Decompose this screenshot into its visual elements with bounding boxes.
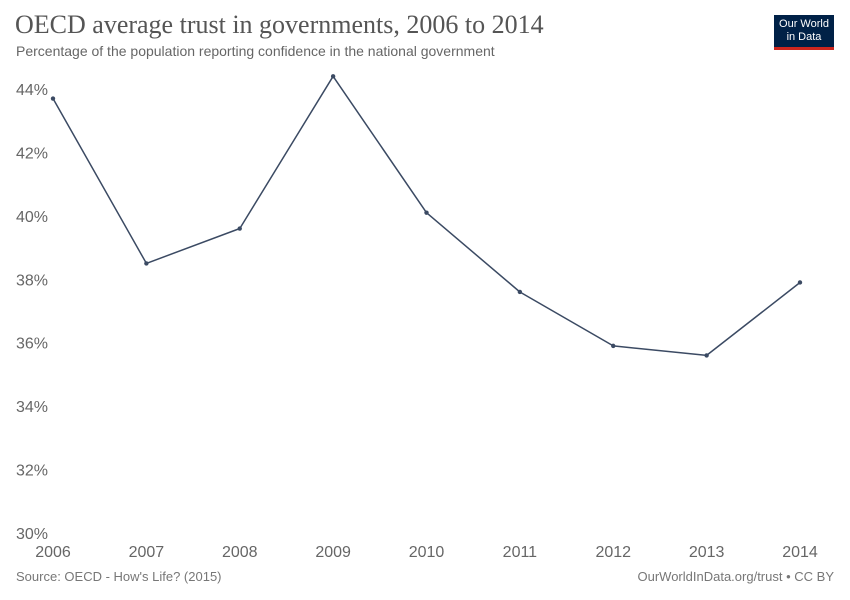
data-point[interactable] — [517, 289, 523, 295]
data-point[interactable] — [424, 210, 429, 215]
x-tick-label: 2006 — [35, 544, 71, 561]
y-tick-label: 40% — [16, 209, 48, 226]
data-point[interactable] — [330, 74, 336, 79]
license-link[interactable]: OurWorldInData.org/trust • CC BY — [637, 569, 835, 584]
x-tick-label: 2013 — [689, 544, 725, 561]
y-tick-label: 30% — [16, 526, 48, 543]
logo-line-2: in Data — [786, 31, 822, 43]
y-axis-ticks: 30% 32% 34% 36% 38% 40% 42% 44% — [16, 82, 48, 543]
x-tick-label: 2010 — [409, 544, 445, 561]
x-tick-label: 2009 — [315, 544, 351, 561]
x-tick-label: 2014 — [782, 544, 818, 561]
data-point[interactable] — [50, 96, 56, 101]
y-tick-label: 34% — [16, 399, 48, 416]
series-layer — [50, 74, 803, 358]
data-point[interactable] — [797, 280, 803, 285]
source-note: Source: OECD - How's Life? (2015) — [16, 569, 222, 584]
chart-subtitle: Percentage of the population reporting c… — [16, 43, 495, 59]
owid-logo[interactable]: Our World in Data — [774, 15, 834, 50]
x-tick-label: 2011 — [503, 544, 538, 561]
logo-line-1: Our World — [779, 18, 829, 30]
data-point[interactable] — [704, 353, 709, 358]
x-tick-label: 2012 — [595, 544, 631, 561]
x-axis-ticks: 2006 2007 2008 2009 2010 2011 2012 2013 2014 — [35, 544, 818, 561]
x-tick-label: 2007 — [129, 544, 165, 561]
y-tick-label: 38% — [16, 272, 48, 289]
chart-title: OECD average trust in governments, 2006 … — [15, 10, 544, 39]
x-tick-label: 2008 — [222, 544, 258, 561]
data-point[interactable] — [237, 226, 242, 231]
y-tick-label: 42% — [16, 145, 48, 162]
series-line[interactable] — [52, 75, 801, 357]
y-tick-label: 44% — [16, 82, 48, 99]
data-point[interactable] — [611, 343, 616, 349]
y-tick-label: 32% — [16, 463, 48, 480]
y-tick-label: 36% — [16, 336, 48, 353]
data-point[interactable] — [144, 261, 149, 266]
